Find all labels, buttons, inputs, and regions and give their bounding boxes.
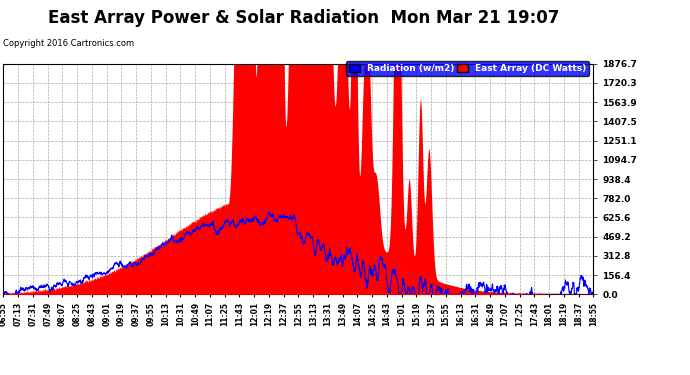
Text: East Array Power & Solar Radiation  Mon Mar 21 19:07: East Array Power & Solar Radiation Mon M… xyxy=(48,9,560,27)
Legend: Radiation (w/m2), East Array (DC Watts): Radiation (w/m2), East Array (DC Watts) xyxy=(346,62,589,76)
Text: Copyright 2016 Cartronics.com: Copyright 2016 Cartronics.com xyxy=(3,39,135,48)
